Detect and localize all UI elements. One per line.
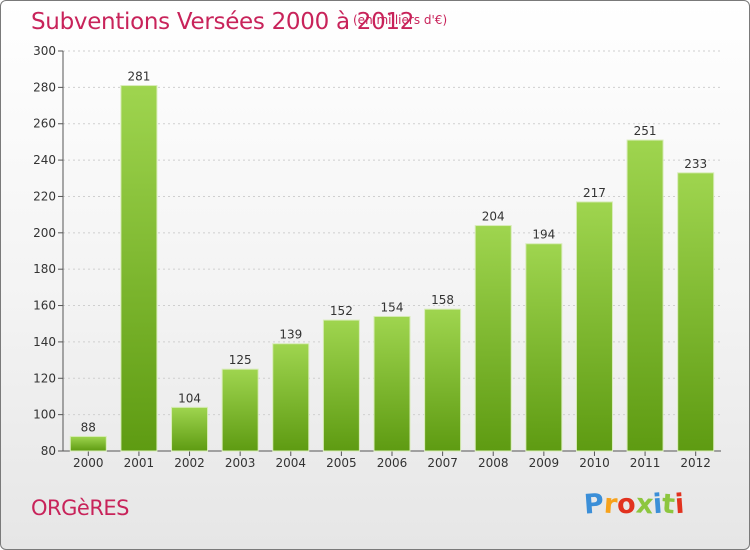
y-tick-label: 160 (33, 299, 56, 313)
data-label-2004: 139 (279, 328, 302, 342)
bar-2011[interactable] (626, 139, 664, 452)
logo-letter: i (674, 488, 686, 521)
x-tick-label-2004: 2004 (275, 456, 306, 470)
data-label-2012: 233 (684, 157, 707, 171)
bars (69, 85, 715, 452)
y-tick-label: 120 (33, 371, 56, 385)
data-label-2005: 152 (330, 304, 353, 318)
bar-2009[interactable] (525, 243, 563, 452)
x-tick-label-2010: 2010 (579, 456, 610, 470)
data-label-2003: 125 (229, 353, 252, 367)
x-tick-label-2011: 2011 (630, 456, 661, 470)
bar-2006[interactable] (373, 315, 411, 452)
x-tick-label-2012: 2012 (680, 456, 711, 470)
data-label-2001: 281 (127, 70, 150, 84)
logo-letter: P (582, 488, 605, 521)
bar-2000[interactable] (69, 435, 107, 452)
bar-2012[interactable] (677, 172, 715, 452)
bar-2001[interactable] (120, 85, 158, 452)
bar-2008[interactable] (474, 225, 512, 452)
data-label-2006: 154 (381, 300, 404, 314)
data-label-2000: 88 (81, 420, 96, 434)
y-tick-label: 240 (33, 153, 56, 167)
bar-2004[interactable] (272, 343, 310, 452)
proxiti-logo[interactable]: Proxiti (582, 488, 686, 521)
data-label-2008: 204 (482, 210, 505, 224)
data-label-2007: 158 (431, 293, 454, 307)
y-tick-label: 100 (33, 408, 56, 422)
bar-2007[interactable] (424, 308, 462, 452)
bar-2010[interactable] (575, 201, 613, 452)
x-tick-label-2005: 2005 (326, 456, 357, 470)
bar-2002[interactable] (171, 406, 209, 452)
y-tick-label: 280 (33, 80, 56, 94)
x-tick-label-2002: 2002 (174, 456, 205, 470)
y-tick-label: 260 (33, 117, 56, 131)
logo-letter: o (616, 488, 637, 521)
x-tick-label-2008: 2008 (478, 456, 509, 470)
y-tick-label: 200 (33, 226, 56, 240)
x-tick-label-2007: 2007 (427, 456, 458, 470)
chart-title: Subventions Versées 2000 à 2012 (31, 9, 415, 35)
data-label-2011: 251 (634, 124, 657, 138)
unit-note: (en milliers d'€) (353, 13, 448, 27)
y-tick-label: 300 (33, 44, 56, 58)
x-tick-label-2003: 2003 (225, 456, 256, 470)
x-tick-label-2000: 2000 (73, 456, 104, 470)
data-label-2002: 104 (178, 391, 201, 405)
data-label-2009: 194 (532, 228, 555, 242)
commune-name: ORGèRES (31, 496, 130, 520)
data-labels: 88 281 104 125 139 152 154 158 204 194 217 251 233 (81, 70, 707, 435)
y-tick-label: 140 (33, 335, 56, 349)
x-tick-label-2009: 2009 (529, 456, 560, 470)
x-tick-label-2006: 2006 (377, 456, 408, 470)
y-tick-label: 220 (33, 189, 56, 203)
bar-2005[interactable] (322, 319, 360, 452)
bar-2003[interactable] (221, 368, 259, 452)
x-tick-label-2001: 2001 (124, 456, 155, 470)
data-label-2010: 217 (583, 186, 606, 200)
y-tick-label: 80 (41, 444, 56, 458)
y-tick-label: 180 (33, 262, 56, 276)
